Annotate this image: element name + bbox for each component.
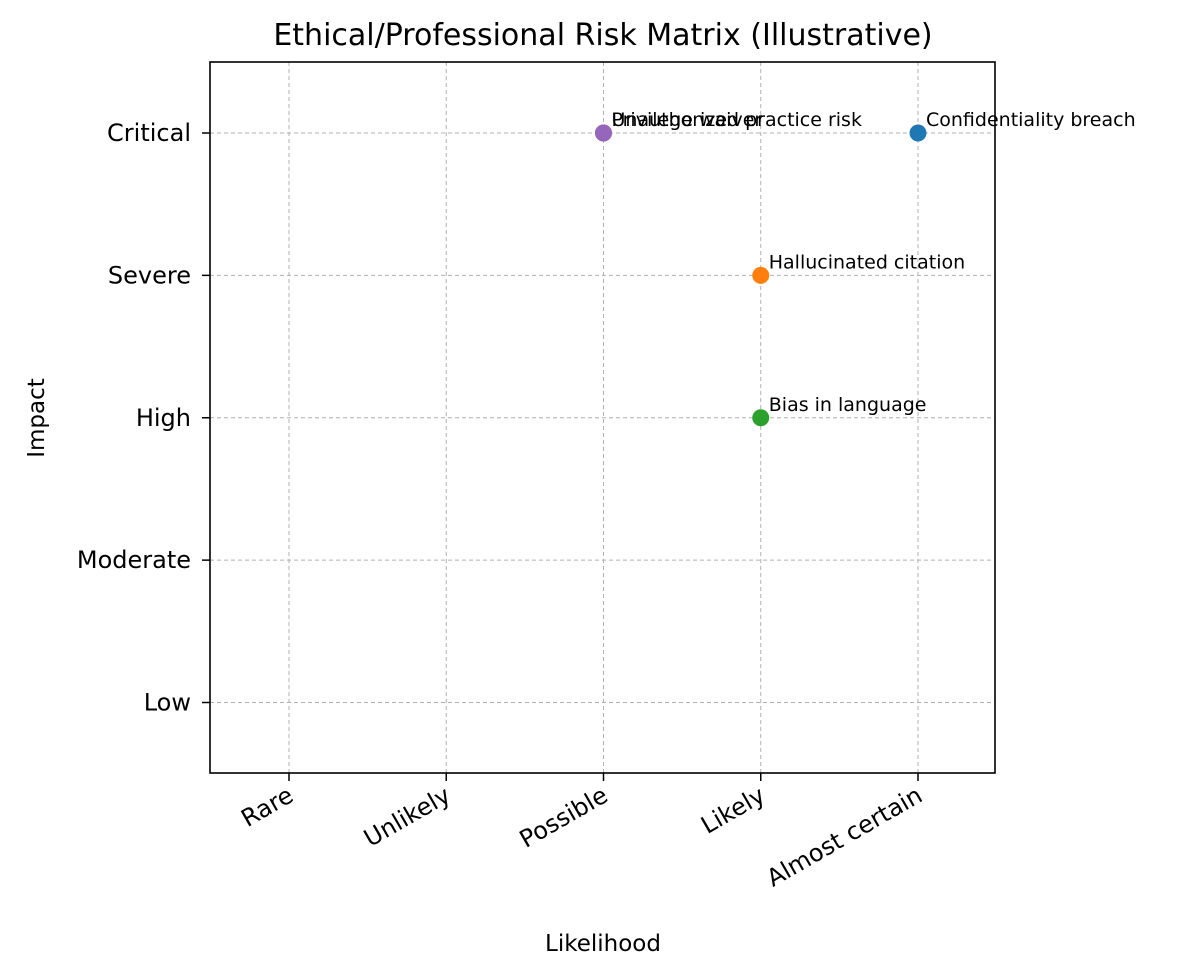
point-bias-in-language bbox=[752, 409, 770, 427]
point-hallucinated-citation bbox=[752, 266, 770, 284]
y-tick-label: High bbox=[136, 404, 191, 432]
x-tick-label: Rare bbox=[236, 781, 298, 833]
point-label-privilege-waiver: Privilege waiver bbox=[612, 109, 763, 131]
point-label-unauthorized-practice-risk: Unauthorized practice risk bbox=[612, 109, 862, 131]
x-axis-label: Likelihood bbox=[545, 931, 661, 957]
axis-ticks bbox=[202, 132, 919, 781]
point-label-confidentiality-breach: Confidentiality breach bbox=[926, 109, 1136, 131]
chart-title: Ethical/Professional Risk Matrix (Illust… bbox=[273, 18, 932, 53]
y-tick-label: Critical bbox=[107, 119, 191, 147]
x-tick-label: Likely bbox=[696, 781, 770, 840]
y-tick-label: Severe bbox=[108, 261, 191, 289]
point-confidentiality-breach bbox=[909, 124, 927, 142]
y-tick-label: Moderate bbox=[77, 546, 191, 574]
x-tick-label: Possible bbox=[515, 781, 613, 854]
y-tick-labels: Low Moderate High Severe Critical bbox=[77, 119, 191, 717]
x-tick-label: Unlikely bbox=[359, 781, 455, 853]
x-tick-label: Almost certain bbox=[762, 781, 927, 893]
plot-frame bbox=[209, 61, 996, 774]
data-points bbox=[595, 124, 927, 427]
point-label-bias-in-language: Bias in language bbox=[769, 394, 927, 416]
y-axis-label: Impact bbox=[24, 378, 50, 458]
grid-lines bbox=[210, 62, 995, 773]
point-privilege-waiver bbox=[595, 124, 612, 142]
y-tick-label: Low bbox=[144, 689, 191, 717]
point-label-hallucinated-citation: Hallucinated citation bbox=[769, 251, 965, 273]
point-labels: Confidentiality breach Hallucinated citat… bbox=[612, 109, 1136, 416]
